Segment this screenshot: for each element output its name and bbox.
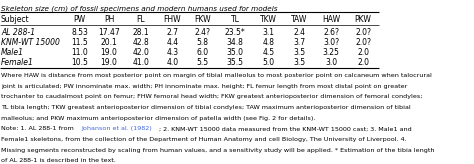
Text: Where HAW is distance from most posterior point on margin of tibial malleolus to: Where HAW is distance from most posterio…: [1, 73, 432, 78]
Text: Note: 1. AL 288-1 from: Note: 1. AL 288-1 from: [1, 126, 76, 131]
Text: 8.53: 8.53: [71, 28, 88, 37]
Text: 11.0: 11.0: [71, 48, 88, 57]
Text: Male1: Male1: [1, 48, 24, 57]
Text: Skeleton size (cm) of fossil specimens and modern humans used for models: Skeleton size (cm) of fossil specimens a…: [1, 6, 277, 12]
Text: 3.0: 3.0: [325, 58, 337, 67]
Text: 2.0: 2.0: [357, 58, 369, 67]
Text: 41.0: 41.0: [132, 58, 149, 67]
Text: trochanter to caudalmost point on femur; FHW femoral head width; FKW greatest an: trochanter to caudalmost point on femur;…: [1, 94, 422, 99]
Text: Johanson et al. (1982): Johanson et al. (1982): [82, 126, 153, 131]
Text: 10.5: 10.5: [71, 58, 88, 67]
Text: PH: PH: [104, 15, 114, 24]
Text: FKW: FKW: [194, 15, 210, 24]
Text: 5.8: 5.8: [196, 38, 208, 47]
Text: 3.7: 3.7: [293, 38, 305, 47]
Text: 35.0: 35.0: [227, 48, 244, 57]
Text: 34.8: 34.8: [227, 38, 244, 47]
Text: 42.0: 42.0: [132, 48, 149, 57]
Text: 28.1: 28.1: [132, 28, 149, 37]
Text: 3.5: 3.5: [293, 48, 305, 57]
Text: AL 288-1: AL 288-1: [1, 28, 35, 37]
Text: 35.5: 35.5: [227, 58, 244, 67]
Text: 2.7: 2.7: [166, 28, 178, 37]
Text: 11.5: 11.5: [71, 38, 88, 47]
Text: 2.6?: 2.6?: [323, 28, 339, 37]
Text: 2.0?: 2.0?: [355, 28, 371, 37]
Text: 20.1: 20.1: [100, 38, 118, 47]
Text: 3.25: 3.25: [323, 48, 339, 57]
Text: 4.3: 4.3: [166, 48, 178, 57]
Text: PW: PW: [73, 15, 86, 24]
Text: 2.0?: 2.0?: [355, 38, 371, 47]
Text: of AL 288-1 is described in the text.: of AL 288-1 is described in the text.: [1, 158, 116, 163]
Text: 42.8: 42.8: [132, 38, 149, 47]
Text: FHW: FHW: [164, 15, 181, 24]
Text: 5.5: 5.5: [196, 58, 208, 67]
Text: malleolus; and PKW maximum anterioposterior dimension of patella width (see Fig.: malleolus; and PKW maximum anterioposter…: [1, 116, 315, 121]
Text: PKW: PKW: [355, 15, 372, 24]
Text: Female1: Female1: [1, 58, 34, 67]
Text: KNM-WT 15000: KNM-WT 15000: [1, 38, 60, 47]
Text: FL: FL: [137, 15, 145, 24]
Text: 3.0?: 3.0?: [323, 38, 339, 47]
Text: 2.4: 2.4: [293, 28, 305, 37]
Text: 19.0: 19.0: [100, 48, 118, 57]
Text: 2.0: 2.0: [357, 48, 369, 57]
Text: 4.8: 4.8: [263, 38, 274, 47]
Text: Missing segments reconstructed by scaling from human values, and a sensitivity s: Missing segments reconstructed by scalin…: [1, 148, 435, 153]
Text: 19.0: 19.0: [100, 58, 118, 67]
Text: 3.1: 3.1: [263, 28, 274, 37]
Text: 4.5: 4.5: [263, 48, 274, 57]
Text: TKW: TKW: [260, 15, 277, 24]
Text: 4.0: 4.0: [166, 58, 178, 67]
Text: 4.4: 4.4: [166, 38, 178, 47]
Text: 6.0: 6.0: [196, 48, 208, 57]
Text: joint is articulated; PW innominate max. width; PH innominate max. height; FL fe: joint is articulated; PW innominate max.…: [1, 84, 407, 89]
Text: Subject: Subject: [1, 15, 29, 24]
Text: HAW: HAW: [322, 15, 340, 24]
Text: 23.5*: 23.5*: [225, 28, 246, 37]
Text: TL: TL: [231, 15, 240, 24]
Text: 17.47: 17.47: [98, 28, 120, 37]
Text: 2.4?: 2.4?: [194, 28, 210, 37]
Text: 5.0: 5.0: [263, 58, 274, 67]
Text: ; 2. KNM-WT 15000 data measured from the KNM-WT 15000 cast; 3. Male1 and: ; 2. KNM-WT 15000 data measured from the…: [159, 126, 412, 131]
Text: TAW: TAW: [291, 15, 308, 24]
Text: TL tibia length; TKW greatest anterioposterior dimension of tibial condyles; TAW: TL tibia length; TKW greatest anteriopos…: [1, 105, 410, 110]
Text: 3.5: 3.5: [293, 58, 305, 67]
Text: Female1 skeletons, from the collection of the Department of Human Anatomy and ce: Female1 skeletons, from the collection o…: [1, 137, 407, 142]
